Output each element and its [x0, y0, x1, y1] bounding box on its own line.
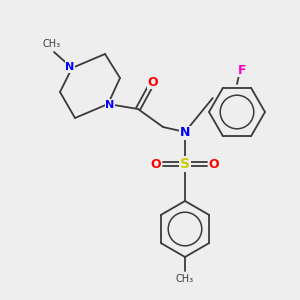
Text: N: N — [65, 62, 75, 72]
Text: S: S — [180, 157, 190, 171]
Text: N: N — [105, 100, 115, 110]
Text: O: O — [209, 158, 219, 170]
Text: CH₃: CH₃ — [43, 39, 61, 49]
Text: N: N — [180, 127, 190, 140]
Text: F: F — [238, 64, 246, 76]
Text: O: O — [148, 76, 158, 88]
Text: O: O — [151, 158, 161, 170]
Text: CH₃: CH₃ — [176, 274, 194, 284]
